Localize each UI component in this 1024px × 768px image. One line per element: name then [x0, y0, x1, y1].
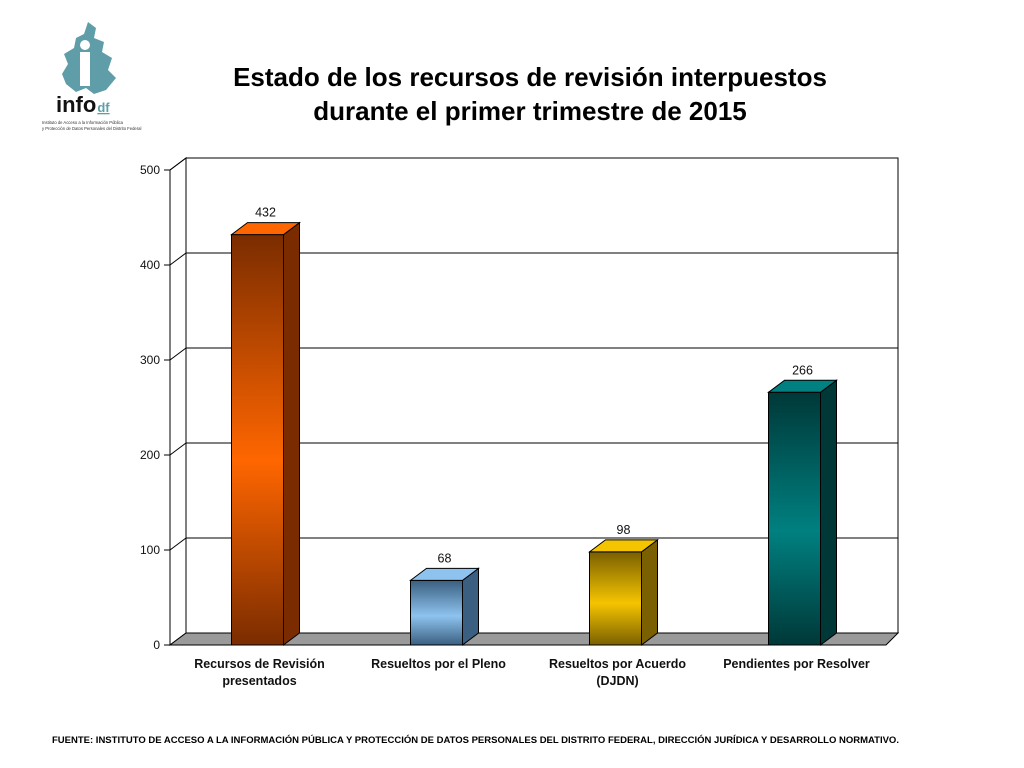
bar-front — [768, 391, 821, 646]
chart-title-line-2: durante el primer trimestre de 2015 — [313, 96, 747, 126]
x-tick-label: Resueltos por Acuerdo (DJDN) — [528, 656, 708, 690]
bar-side — [820, 379, 837, 646]
gridline-side — [169, 157, 187, 171]
bar-front — [231, 234, 284, 646]
bar-top — [230, 222, 301, 236]
bar-1 — [230, 221, 301, 646]
chart-title: Estado de los recursos de revisión inter… — [180, 60, 880, 128]
bar-top — [409, 567, 480, 581]
bar-4 — [767, 379, 838, 646]
bar-3 — [588, 538, 659, 646]
y-tick-label: 500 — [140, 163, 160, 177]
logo-tagline-2: y Protección de Datos Personales del Dis… — [42, 126, 141, 131]
x-tick-label-line: Recursos de Revisión — [194, 657, 325, 671]
y-tick-label: 300 — [140, 353, 160, 367]
x-tick-label-line: Resueltos por el Pleno — [371, 657, 506, 671]
gridline-side — [169, 252, 187, 266]
data-label: 68 — [438, 551, 452, 565]
bar-front — [589, 551, 642, 646]
y-tick-label: 200 — [140, 448, 160, 462]
data-label: 98 — [617, 523, 631, 537]
bar-top — [588, 539, 659, 553]
x-tick-label: Resueltos por el Pleno — [349, 656, 529, 673]
bar-2 — [409, 567, 480, 646]
gridline-side — [169, 347, 187, 361]
gridline-side — [169, 442, 187, 456]
y-tick-label: 0 — [153, 638, 160, 652]
data-label: 432 — [255, 206, 276, 220]
x-tick-label-line: Pendientes por Resolver — [723, 657, 870, 671]
logo-wordmark: infodf — [56, 92, 110, 117]
bar-top — [767, 379, 838, 393]
y-tick-label: 400 — [140, 258, 160, 272]
bar-side — [283, 221, 300, 646]
x-tick-label-line: (DJDN) — [596, 674, 639, 688]
plot-side-wall — [169, 157, 187, 646]
bar-front — [410, 579, 463, 646]
y-tick-label: 100 — [140, 543, 160, 557]
x-tick-label: Recursos de Revisión presentados — [170, 656, 350, 690]
data-label: 266 — [792, 363, 813, 377]
source-footnote: FUENTE: INSTITUTO DE ACCESO A LA INFORMA… — [52, 735, 899, 746]
x-tick-label: Pendientes por Resolver — [707, 656, 887, 673]
x-tick-label-line: presentados — [222, 674, 297, 688]
x-tick-label-line: Resueltos por Acuerdo — [548, 657, 687, 671]
chart-title-line-1: Estado de los recursos de revisión inter… — [233, 62, 827, 92]
gridline-side — [169, 537, 187, 551]
infodf-logo: infodf Instituto de Acceso a la Informac… — [42, 22, 141, 131]
logo-tagline-1: Instituto de Acceso a la Información Púb… — [42, 120, 124, 125]
bar-side — [462, 567, 479, 646]
bar-side — [641, 538, 658, 646]
